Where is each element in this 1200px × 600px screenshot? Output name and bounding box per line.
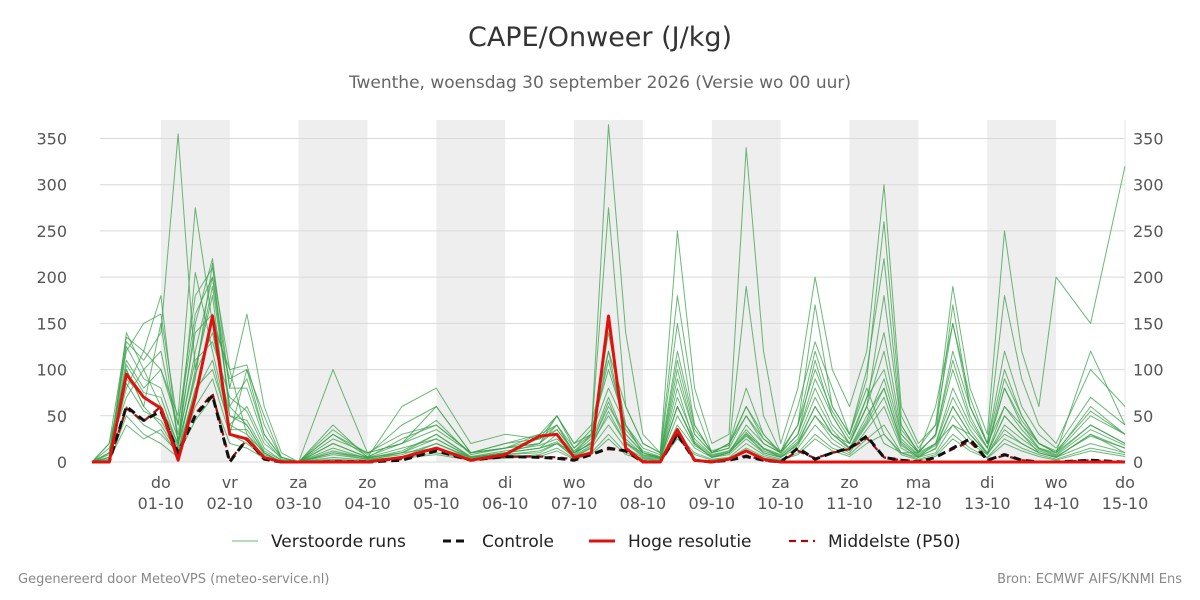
x-tick-label-day: vr [704,473,720,492]
x-tick-label-date: 05-10 [413,494,460,513]
day-band-2 [436,120,506,462]
y-tick-label-left: 150 [36,314,67,333]
y-tick-label-right: 100 [1133,361,1164,380]
series-line-ensemble [91,207,1126,463]
legend-label-hires: Hoge resolutie [628,532,752,552]
y-tick-label-left: 100 [36,361,67,380]
series-line-hires [92,314,1125,464]
day-band-1 [298,120,368,462]
y-tick-label-right: 150 [1133,314,1164,333]
y-tick-label-right: 0 [1133,453,1143,472]
chart-title: CAPE/Onweer (J/kg) [467,22,732,53]
x-tick-label-date: 09-10 [689,494,736,513]
x-tick-label-date: 01-10 [138,494,185,513]
series-line-ensemble [91,332,1126,463]
series-line-ensemble [91,359,1126,463]
day-band-0 [160,120,230,462]
y-tick-label-right: 300 [1133,176,1164,195]
x-tick-label-date: 07-10 [551,494,598,513]
chart-subtitle: Twenthe, woensdag 30 september 2026 (Ver… [348,73,852,93]
hires-series-group [92,314,1125,464]
x-tick-label-date: 12-10 [895,494,942,513]
x-tick-label-day: do [633,473,653,492]
day-band-5 [849,120,919,462]
x-tick-label-day: za [772,473,790,492]
y-tick-label-left: 0 [57,453,67,472]
x-tick-label-day: di [980,473,995,492]
footer-generated-by: Gegenereerd door MeteoVPS (meteo-service… [18,572,330,587]
y-axis-left: 0 50 100 150 200 250 300 350 [36,129,67,472]
y-tick-label-left: 300 [36,176,67,195]
y-tick-label-left: 250 [36,222,67,241]
legend-label-ensemble: Verstoorde runs [271,532,406,552]
series-line-ensemble [92,221,1126,463]
x-tick-label-date: 14-10 [1033,494,1080,513]
x-tick-label-date: 10-10 [757,494,804,513]
y-tick-label-left: 200 [36,268,67,287]
x-tick-label-day: zo [840,473,858,492]
x-tick-label-date: 02-10 [206,494,253,513]
x-tick-label-day: wo [563,473,586,492]
x-tick-label-date: 15-10 [1102,494,1149,513]
series-line-ensemble [91,124,1126,463]
y-tick-label-right: 350 [1133,129,1164,148]
ensemble-series-group [91,124,1126,463]
control-series-group [92,393,1126,464]
legend-label-control: Controle [482,532,554,552]
x-tick-label-day: do [151,473,171,492]
series-line-ensemble [91,396,1126,463]
day-band-3 [574,120,643,462]
y-axis-right: 0 50 100 150 200 250 300 350 [1133,129,1164,472]
y-tick-label-right: 200 [1133,268,1164,287]
y-tick-label-right: 250 [1133,222,1164,241]
y-tick-label-left: 350 [36,129,67,148]
x-axis: do 01-10 vr 02-10 za 03-10 zo 04-10 ma 05-10 di 06-… [138,473,1149,513]
x-tick-label-day: ma [424,473,449,492]
x-tick-label-date: 08-10 [620,494,667,513]
x-tick-label-date: 06-10 [482,494,529,513]
legend-label-median: Middelste (P50) [828,532,961,552]
x-tick-label-date: 11-10 [826,494,873,513]
x-tick-label-date: 03-10 [275,494,322,513]
series-line-ensemble [91,295,1126,463]
x-tick-label-day: do [1115,473,1135,492]
x-tick-label-day: vr [222,473,238,492]
day-band-4 [711,120,781,462]
x-tick-label-day: ma [906,473,931,492]
legend: Verstoorde runs Controle Hoge resolutie Mid… [232,532,961,552]
x-tick-label-day: di [498,473,513,492]
x-tick-label-day: wo [1045,473,1068,492]
x-tick-label-day: zo [358,473,376,492]
footer-source: Bron: ECMWF AIFS/KNMI Ens [997,572,1182,587]
y-tick-label-right: 50 [1133,407,1153,426]
x-tick-label-date: 13-10 [964,494,1011,513]
x-tick-label-day: za [289,473,307,492]
y-tick-label-left: 50 [47,407,67,426]
series-line-control [92,393,1126,464]
x-tick-label-date: 04-10 [344,494,391,513]
series-line-ensemble [91,276,1126,463]
